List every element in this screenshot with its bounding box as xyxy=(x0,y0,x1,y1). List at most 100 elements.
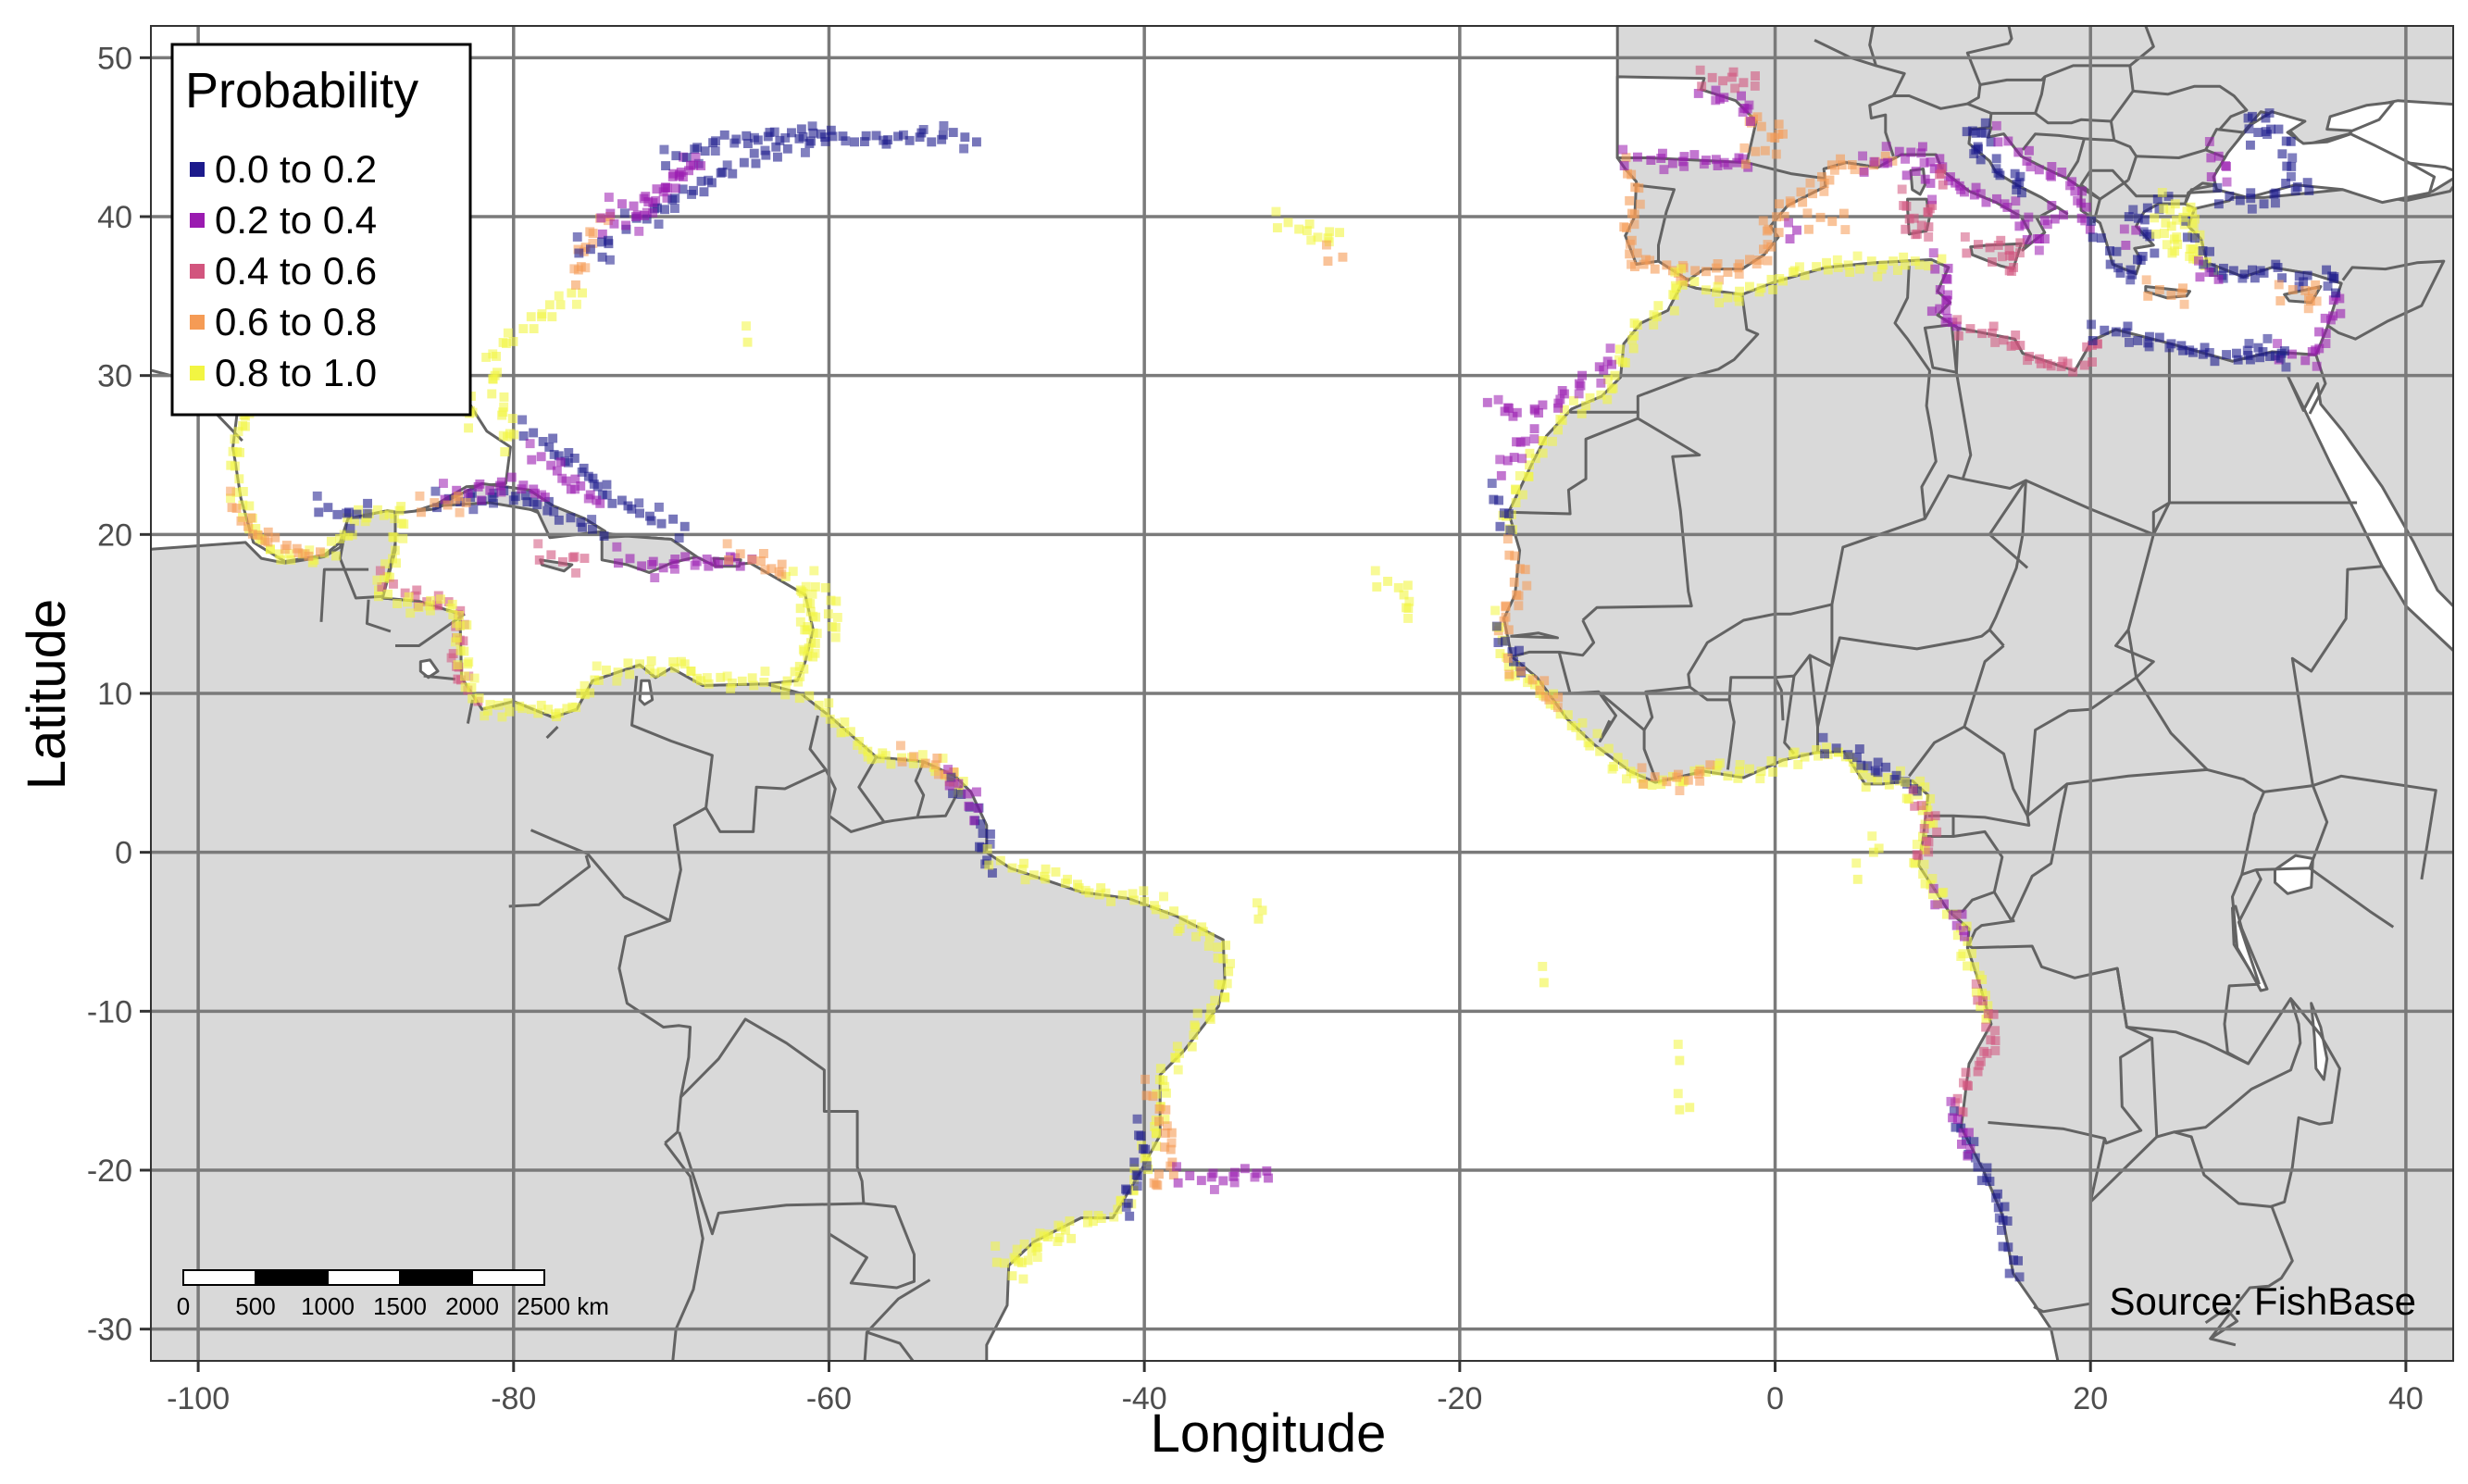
occurrence-cell xyxy=(802,582,811,592)
y-tick-label: 50 xyxy=(97,41,132,76)
occurrence-cell xyxy=(260,536,269,545)
occurrence-cell xyxy=(1504,625,1514,634)
occurrence-cell xyxy=(988,868,997,878)
occurrence-cell xyxy=(1555,415,1564,424)
occurrence-cell xyxy=(1718,76,1727,85)
occurrence-cell xyxy=(1928,874,1938,883)
occurrence-cell xyxy=(1689,150,1699,159)
occurrence-cell xyxy=(1974,1163,1983,1172)
occurrence-cell xyxy=(691,561,700,570)
occurrence-cell xyxy=(1154,1116,1164,1126)
occurrence-cell xyxy=(1767,275,1776,284)
occurrence-cell xyxy=(830,718,840,728)
occurrence-cell xyxy=(1040,872,1049,881)
occurrence-cell xyxy=(1142,1161,1152,1170)
occurrence-cell xyxy=(2186,244,2195,254)
occurrence-cell xyxy=(1620,161,1629,170)
y-tick-label: -30 xyxy=(87,1313,132,1348)
occurrence-cell xyxy=(624,658,633,667)
occurrence-cell xyxy=(634,227,643,236)
occurrence-cell xyxy=(1496,522,1505,531)
occurrence-cell xyxy=(2304,186,2313,195)
occurrence-cell xyxy=(1073,879,1082,889)
occurrence-cell xyxy=(2287,172,2296,181)
occurrence-cell xyxy=(1139,886,1148,895)
occurrence-cell xyxy=(2287,137,2296,146)
occurrence-cell xyxy=(2063,359,2073,368)
occurrence-cell xyxy=(1917,801,1926,810)
occurrence-cell xyxy=(2282,363,2291,372)
occurrence-cell xyxy=(2165,206,2175,215)
occurrence-cell xyxy=(1778,758,1788,767)
occurrence-cell xyxy=(1958,949,1967,958)
occurrence-cell xyxy=(1553,404,1563,413)
occurrence-cell xyxy=(1224,967,1233,977)
occurrence-cell xyxy=(1708,73,1717,82)
occurrence-cell xyxy=(2133,336,2142,345)
occurrence-cell xyxy=(1503,654,1513,663)
occurrence-cell xyxy=(711,557,720,567)
occurrence-cell xyxy=(2176,289,2186,298)
occurrence-cell xyxy=(1960,932,1969,942)
occurrence-cell xyxy=(246,513,256,522)
occurrence-cell xyxy=(2121,241,2130,250)
occurrence-cell xyxy=(1630,210,1639,219)
occurrence-cell xyxy=(1795,262,1804,271)
occurrence-cell xyxy=(499,338,508,347)
occurrence-cell xyxy=(571,281,580,290)
occurrence-cell xyxy=(1141,1145,1150,1154)
occurrence-cell xyxy=(2275,281,2284,290)
occurrence-cell xyxy=(780,691,790,700)
occurrence-cell xyxy=(1606,343,1615,353)
occurrence-cell xyxy=(1607,384,1616,393)
occurrence-cell xyxy=(1503,534,1513,543)
occurrence-cell xyxy=(974,804,983,813)
occurrence-cell xyxy=(1877,265,1887,274)
occurrence-cell xyxy=(1727,73,1737,82)
occurrence-cell xyxy=(1615,344,1625,354)
occurrence-cell xyxy=(1191,932,1201,942)
occurrence-cell xyxy=(1715,758,1725,767)
occurrence-cell xyxy=(2155,285,2164,294)
occurrence-cell xyxy=(2270,190,2279,199)
occurrence-cell xyxy=(2275,296,2285,306)
occurrence-cell xyxy=(1901,225,1910,234)
occurrence-cell xyxy=(1930,900,1939,909)
occurrence-cell xyxy=(1915,260,1925,269)
occurrence-cell xyxy=(1020,1240,1029,1249)
occurrence-cell xyxy=(470,674,480,683)
occurrence-cell xyxy=(1488,479,1497,488)
occurrence-cell xyxy=(590,480,599,489)
occurrence-cell xyxy=(1730,83,1739,93)
occurrence-cell xyxy=(2134,214,2143,223)
occurrence-cell xyxy=(1504,509,1514,518)
occurrence-cell xyxy=(1947,1097,1956,1106)
occurrence-cell xyxy=(1575,389,1584,398)
occurrence-cell xyxy=(1152,1141,1161,1151)
occurrence-cell xyxy=(647,560,656,569)
occurrence-cell xyxy=(1636,200,1645,209)
occurrence-cell xyxy=(1798,198,1807,207)
occurrence-cell xyxy=(692,153,701,162)
occurrence-cell xyxy=(527,312,536,321)
occurrence-cell xyxy=(499,403,508,412)
occurrence-cell xyxy=(805,599,815,608)
occurrence-cell xyxy=(1578,718,1588,728)
occurrence-cell xyxy=(717,168,726,178)
occurrence-cell xyxy=(2127,270,2137,280)
occurrence-cell xyxy=(2015,341,2025,350)
occurrence-cell xyxy=(1739,143,1749,153)
occurrence-cell xyxy=(1918,869,1927,879)
occurrence-cell xyxy=(1761,146,1770,156)
occurrence-cell xyxy=(2043,219,2052,229)
occurrence-cell xyxy=(1775,274,1784,283)
legend-title: Probability xyxy=(185,63,418,118)
occurrence-cell xyxy=(2205,348,2214,357)
occurrence-cell xyxy=(2244,114,2253,123)
occurrence-cell xyxy=(797,124,806,133)
occurrence-cell xyxy=(1197,922,1206,931)
occurrence-cell xyxy=(1629,344,1639,354)
occurrence-cell xyxy=(1944,264,1953,273)
occurrence-cell xyxy=(1913,230,1922,239)
occurrence-cell xyxy=(1584,738,1593,747)
